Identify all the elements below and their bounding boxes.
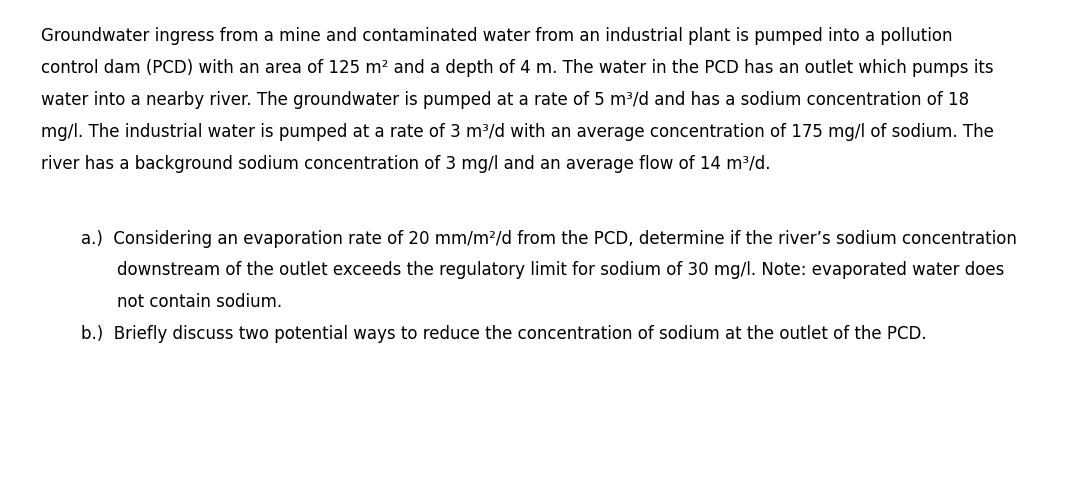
Text: river has a background sodium concentration of 3 mg/l and an average flow of 14 : river has a background sodium concentrat… <box>41 155 770 173</box>
Text: not contain sodium.: not contain sodium. <box>117 293 282 311</box>
Text: control dam (PCD) with an area of 125 m² and a depth of 4 m. The water in the PC: control dam (PCD) with an area of 125 m²… <box>41 59 994 77</box>
Text: mg/l. The industrial water is pumped at a rate of 3 m³/d with an average concent: mg/l. The industrial water is pumped at … <box>41 123 994 141</box>
Text: a.)  Considering an evaporation rate of 20 mm/m²/d from the PCD, determine if th: a.) Considering an evaporation rate of 2… <box>81 230 1017 248</box>
Text: water into a nearby river. The groundwater is pumped at a rate of 5 m³/d and has: water into a nearby river. The groundwat… <box>41 91 969 109</box>
Text: b.)  Briefly discuss two potential ways to reduce the concentration of sodium at: b.) Briefly discuss two potential ways t… <box>81 325 927 343</box>
Text: Groundwater ingress from a mine and contaminated water from an industrial plant : Groundwater ingress from a mine and cont… <box>41 27 953 45</box>
Text: downstream of the outlet exceeds the regulatory limit for sodium of 30 mg/l. Not: downstream of the outlet exceeds the reg… <box>117 261 1004 279</box>
